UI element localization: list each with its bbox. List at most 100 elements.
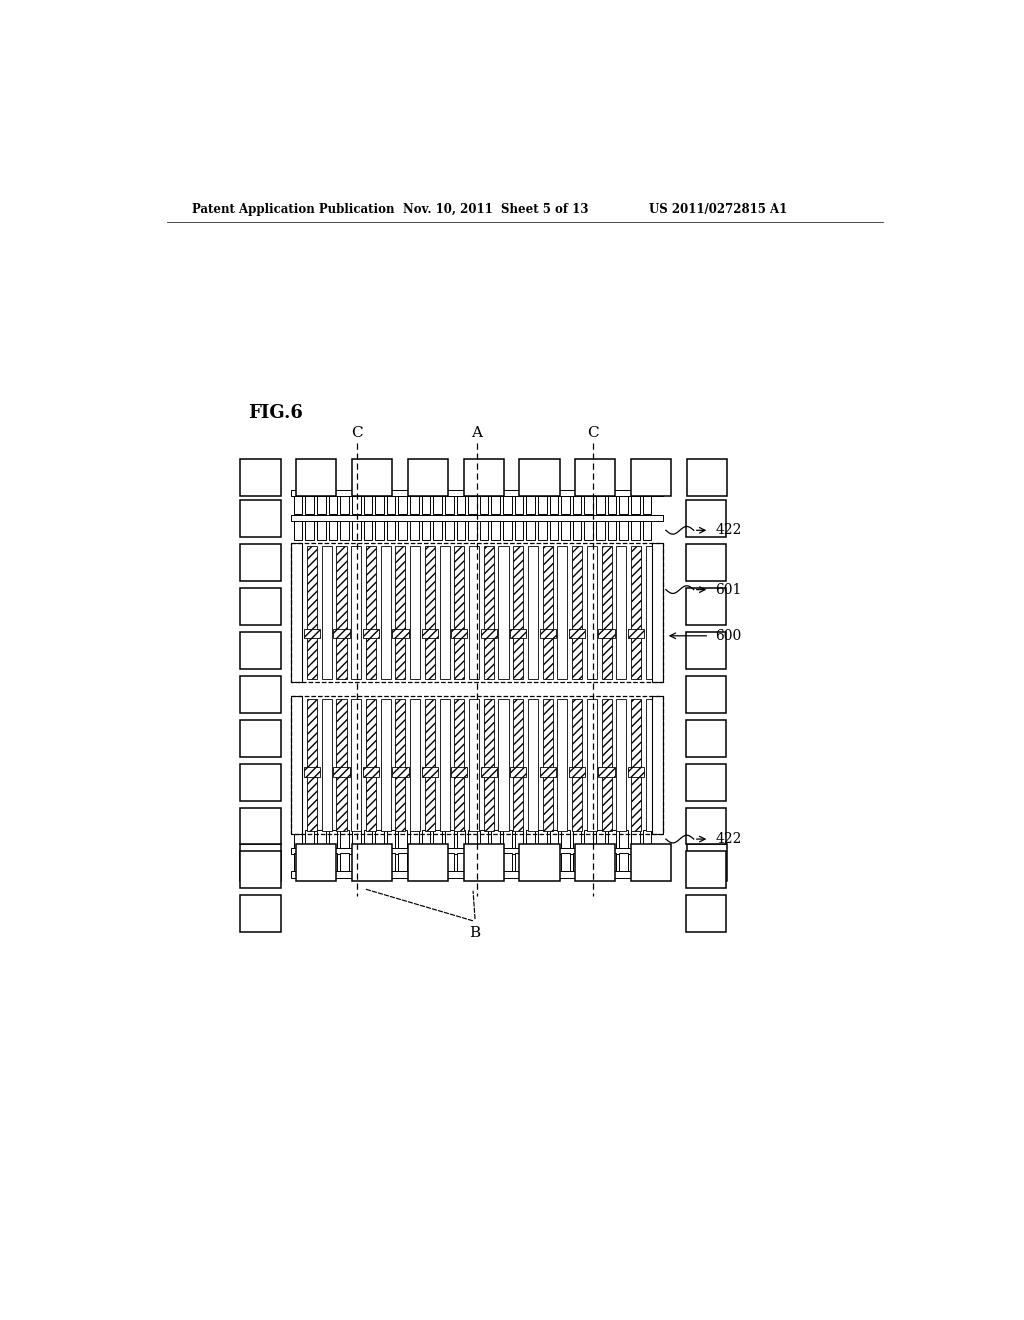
Bar — [452, 767, 467, 776]
Bar — [503, 521, 512, 540]
Bar — [687, 843, 727, 880]
Bar — [329, 830, 337, 849]
Bar — [620, 853, 628, 871]
Bar — [652, 544, 663, 682]
Bar — [538, 853, 547, 871]
Bar — [457, 521, 465, 540]
Bar — [291, 871, 663, 878]
Text: US 2011/0272815 A1: US 2011/0272815 A1 — [649, 203, 787, 215]
Bar — [528, 546, 538, 678]
Bar — [464, 843, 504, 880]
Bar — [469, 546, 479, 678]
Bar — [572, 521, 582, 540]
Bar — [538, 521, 547, 540]
Bar — [294, 830, 302, 849]
Bar — [572, 853, 582, 871]
Bar — [561, 830, 569, 849]
Bar — [513, 546, 523, 678]
Bar — [616, 546, 627, 678]
Bar — [351, 546, 361, 678]
Bar — [587, 700, 597, 832]
Bar — [364, 521, 372, 540]
Bar — [631, 700, 641, 832]
Bar — [317, 830, 326, 849]
Bar — [329, 853, 337, 871]
Bar — [457, 853, 465, 871]
Bar — [587, 546, 597, 678]
Bar — [526, 853, 535, 871]
Bar — [687, 459, 727, 496]
Bar — [572, 546, 583, 678]
Bar — [596, 521, 604, 540]
Bar — [334, 628, 349, 638]
Text: 422: 422 — [716, 523, 741, 537]
Bar — [387, 853, 395, 871]
Bar — [607, 496, 616, 515]
Bar — [422, 767, 438, 776]
Text: Nov. 10, 2011  Sheet 5 of 13: Nov. 10, 2011 Sheet 5 of 13 — [403, 203, 589, 215]
Bar — [433, 496, 442, 515]
Bar — [526, 496, 535, 515]
Bar — [410, 546, 420, 678]
Bar — [631, 496, 640, 515]
Text: C: C — [351, 425, 362, 440]
Bar — [352, 459, 392, 496]
Bar — [366, 700, 376, 832]
Bar — [291, 696, 302, 834]
Bar — [291, 544, 302, 682]
Bar — [362, 767, 379, 776]
Bar — [381, 700, 391, 832]
Bar — [492, 853, 500, 871]
Bar — [455, 546, 464, 678]
Bar — [519, 843, 560, 880]
Bar — [513, 700, 523, 832]
Bar — [686, 632, 726, 669]
Bar — [241, 719, 281, 756]
Bar — [686, 676, 726, 713]
Bar — [569, 767, 586, 776]
Bar — [304, 628, 321, 638]
Bar — [464, 459, 504, 496]
Bar — [329, 521, 337, 540]
Bar — [241, 632, 281, 669]
Bar — [686, 763, 726, 800]
Bar — [526, 830, 535, 849]
Bar — [398, 521, 407, 540]
Bar — [585, 496, 593, 515]
Bar — [628, 628, 644, 638]
Bar — [410, 700, 420, 832]
Bar — [550, 521, 558, 540]
Bar — [483, 700, 494, 832]
Bar — [452, 628, 467, 638]
Bar — [468, 853, 477, 871]
Bar — [291, 849, 663, 854]
Bar — [499, 700, 509, 832]
Bar — [352, 843, 392, 880]
Bar — [291, 544, 663, 682]
Bar — [643, 496, 651, 515]
Bar — [596, 853, 604, 871]
Bar — [646, 546, 655, 678]
Bar — [643, 830, 651, 849]
Bar — [362, 628, 379, 638]
Bar — [241, 459, 281, 496]
Bar — [304, 767, 321, 776]
Bar — [468, 521, 477, 540]
Bar — [596, 830, 604, 849]
Bar — [519, 459, 560, 496]
Bar — [305, 521, 314, 540]
Bar — [585, 521, 593, 540]
Bar — [410, 853, 419, 871]
Bar — [480, 767, 497, 776]
Bar — [445, 521, 454, 540]
Bar — [241, 544, 281, 581]
Bar — [540, 767, 556, 776]
Bar — [392, 767, 409, 776]
Text: 601: 601 — [716, 582, 741, 597]
Bar — [340, 853, 349, 871]
Bar — [528, 700, 538, 832]
Bar — [510, 628, 526, 638]
Bar — [322, 546, 332, 678]
Bar — [483, 546, 494, 678]
Bar — [317, 521, 326, 540]
